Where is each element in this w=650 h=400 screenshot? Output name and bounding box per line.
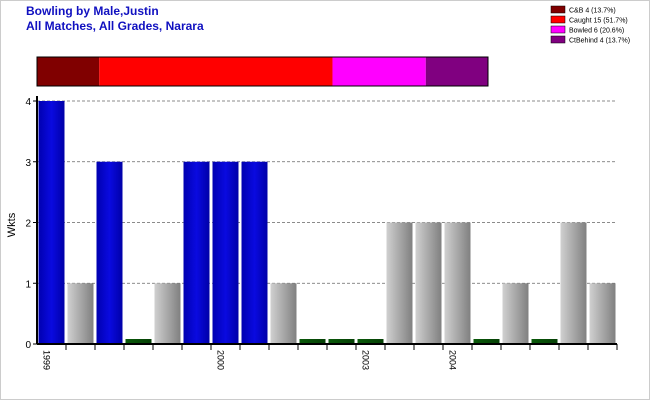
bar xyxy=(560,222,587,344)
bar xyxy=(183,161,210,344)
chart-subtitle: All Matches, All Grades, Narara xyxy=(26,19,204,33)
bar xyxy=(67,283,94,344)
breakdown-segment xyxy=(99,57,333,86)
legend-label: CtBehind 4 (13.7%) xyxy=(569,38,630,45)
bar xyxy=(473,339,500,344)
x-tick-label: 2000 xyxy=(216,350,226,370)
bar xyxy=(502,283,529,344)
bar xyxy=(589,283,616,344)
bar xyxy=(96,161,123,344)
x-tick-label: 2003 xyxy=(361,350,371,370)
legend-swatch xyxy=(550,15,566,24)
chart-title: Bowling by Male,Justin xyxy=(26,4,159,18)
bar xyxy=(357,339,384,344)
y-tick-label: 1 xyxy=(25,279,31,290)
bar xyxy=(270,283,297,344)
legend-label: Caught 15 (51.7%) xyxy=(569,18,628,25)
bar xyxy=(444,222,471,344)
y-tick-label: 0 xyxy=(25,340,31,351)
x-tick-label: 2004 xyxy=(448,350,458,370)
breakdown-border xyxy=(36,56,489,87)
legend-swatch xyxy=(550,25,566,34)
bar xyxy=(241,161,268,344)
bar xyxy=(415,222,442,344)
legend-swatch xyxy=(550,35,566,44)
bar xyxy=(125,339,152,344)
bar xyxy=(299,339,326,344)
legend-label: C&B 4 (13.7%) xyxy=(569,8,616,15)
bar xyxy=(531,339,558,344)
bar xyxy=(38,101,65,344)
breakdown-segment xyxy=(37,57,100,86)
legend-swatch xyxy=(550,5,566,14)
x-tick-label: 1999 xyxy=(42,350,52,370)
breakdown-segment xyxy=(332,57,426,86)
bar xyxy=(154,283,181,344)
legend-label: Bowled 6 (20.6%) xyxy=(569,28,624,35)
y-axis-label: Wkts xyxy=(6,212,18,237)
breakdown-segment xyxy=(425,57,488,86)
bar xyxy=(328,339,355,344)
y-tick-label: 3 xyxy=(25,158,31,169)
y-tick-label: 2 xyxy=(25,219,31,230)
bar xyxy=(212,161,239,344)
y-tick-label: 4 xyxy=(25,97,31,108)
bar xyxy=(386,222,413,344)
